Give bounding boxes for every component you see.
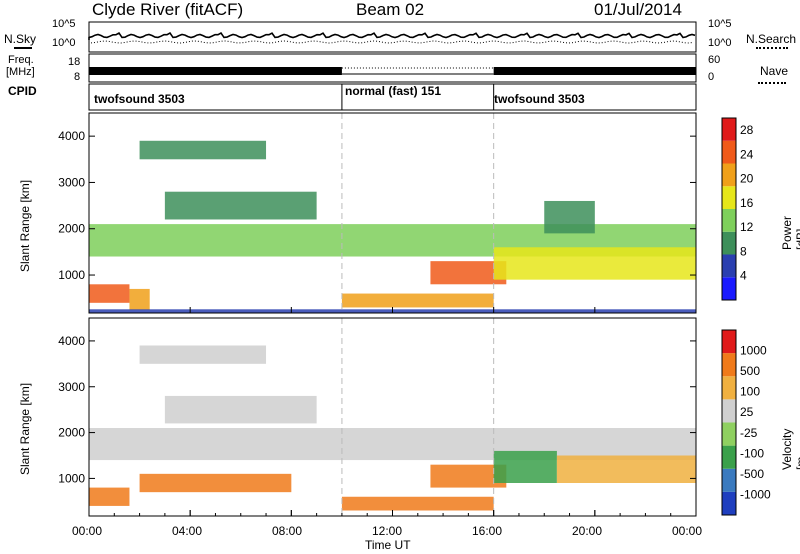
velocity-colorbar-cell-3 [722, 422, 736, 446]
x-tick-1: 04:00 [172, 524, 203, 538]
power-band-7 [493, 247, 696, 280]
x-axis-label: Time UT [365, 538, 411, 552]
power-colorbar-tick-0: 4 [740, 269, 747, 283]
power-colorbar-cell-5 [722, 163, 736, 187]
x-tick-6: 00:00 [672, 524, 703, 538]
power-band-1 [89, 284, 130, 303]
power-band-5 [341, 293, 494, 308]
velocity-ytick-label-2: 3000 [58, 380, 85, 394]
x-tick-3: 12:00 [372, 524, 403, 538]
power-band-6 [430, 261, 507, 285]
power-colorbar-tick-5: 24 [740, 147, 754, 161]
velocity-ytick-label-0: 1000 [58, 471, 85, 485]
nsearch-tick-top: 10^5 [708, 18, 732, 30]
cpid-segment-2: normal (fast) 151 [345, 84, 442, 98]
power-colorbar-cell-3 [722, 209, 736, 232]
power-colorbar-tick-4: 20 [740, 172, 754, 186]
velocity-colorbar-tick-5: -100 [740, 446, 764, 460]
velocity-band-0 [89, 428, 696, 461]
freq-label-2: [MHz] [6, 66, 35, 78]
velocity-colorbar-tick-7: -1000 [740, 487, 771, 501]
nsearch-trace [88, 40, 694, 44]
freq-bar-segment-3 [493, 67, 696, 75]
velocity-colorbar-tick-6: -500 [740, 467, 764, 481]
freq-tick-top: 18 [68, 56, 81, 68]
power-colorbar-cell-2 [722, 231, 736, 255]
station-title: Clyde River (fitACF) [92, 0, 244, 19]
power-colorbar-cell-6 [722, 140, 736, 164]
power-colorbar-frame [721, 117, 737, 301]
nsearch-tick-bottom: 10^0 [708, 37, 732, 49]
nave-tick-top: 60 [708, 54, 721, 66]
velocity-band-8 [139, 345, 267, 364]
nave-tick-bottom: 0 [708, 71, 715, 83]
cpid-segment-3: twofsound 3503 [494, 92, 585, 106]
power-colorbar-cell-7 [722, 118, 736, 141]
nave-label: Nave [760, 64, 789, 78]
power-ytick-label-0: 1000 [58, 268, 85, 282]
beam-title: Beam 02 [356, 0, 425, 19]
power-band-4 [139, 140, 267, 160]
nsky-trace [88, 32, 696, 40]
power-colorbar-cell-0 [722, 277, 736, 300]
nsky-tick-bottom: 10^0 [52, 37, 76, 49]
power-colorbar-cell-4 [722, 186, 736, 209]
x-tick-5: 20:00 [572, 524, 603, 538]
date-title: 01/Jul/2014 [594, 0, 682, 19]
freq-bar-segment-1 [89, 67, 342, 75]
velocity-colorbar-tick-4: -25 [740, 426, 758, 440]
power-colorbar-tick-3: 16 [740, 196, 754, 210]
velocity-colorbar-cell-4 [722, 399, 736, 423]
cpid-label: CPID [8, 84, 37, 98]
nsky-label: N.Sky [4, 32, 37, 46]
power-ytick-label-2: 3000 [58, 175, 85, 189]
velocity-colorbar-cell-0 [722, 491, 736, 515]
freq-tick-bottom: 8 [74, 71, 81, 83]
power-colorbar-tick-6: 28 [740, 123, 754, 137]
nsearch-label: N.Search [746, 32, 797, 46]
freq-label-1: Freq. [8, 54, 34, 66]
velocity-band-5 [430, 464, 507, 488]
x-tick-4: 16:00 [472, 524, 503, 538]
velocity-colorbar-cell-6 [722, 353, 736, 377]
velocity-colorbar-tick-0: 1000 [740, 344, 767, 358]
power-band-8 [544, 200, 595, 234]
velocity-ytick-label-3: 4000 [58, 334, 85, 348]
power-colorbar-tick-1: 8 [740, 244, 747, 258]
nsky-tick-top: 10^5 [52, 18, 76, 30]
power-ytick-label-3: 4000 [58, 129, 85, 143]
power-ytick-label-1: 2000 [58, 222, 85, 236]
nave-legend-line [758, 82, 786, 84]
velocity-colorbar-cell-5 [722, 376, 736, 400]
power-band-3 [164, 191, 317, 220]
velocity-colorbar-cell-1 [722, 468, 736, 492]
nsearch-legend-line [756, 47, 788, 49]
power-colorbar-tick-2: 12 [740, 220, 754, 234]
cpid-panel-frame [88, 83, 697, 111]
velocity-ytick-label-1: 2000 [58, 426, 85, 440]
velocity-colorbar-tick-3: 25 [740, 405, 754, 419]
velocity-band-1 [89, 487, 130, 506]
velocity-colorbar-cell-2 [722, 445, 736, 469]
cpid-segment-1: twofsound 3503 [94, 92, 185, 106]
x-tick-2: 08:00 [272, 524, 303, 538]
nsky-legend-line [14, 47, 32, 49]
velocity-band-4 [341, 496, 494, 511]
power-colorbar-cell-1 [722, 254, 736, 278]
velocity-band-2 [164, 395, 317, 424]
velocity-band-3 [139, 473, 292, 493]
velocity-band-7 [556, 455, 696, 483]
velocity-colorbar-frame [721, 329, 737, 516]
x-tick-0: 00:00 [72, 524, 103, 538]
velocity-band-6 [493, 450, 557, 483]
velocity-colorbar-tick-2: 100 [740, 385, 760, 399]
velocity-colorbar-cell-7 [722, 330, 736, 354]
velocity-colorbar-tick-1: 500 [740, 364, 760, 378]
power-band-2 [129, 288, 150, 310]
